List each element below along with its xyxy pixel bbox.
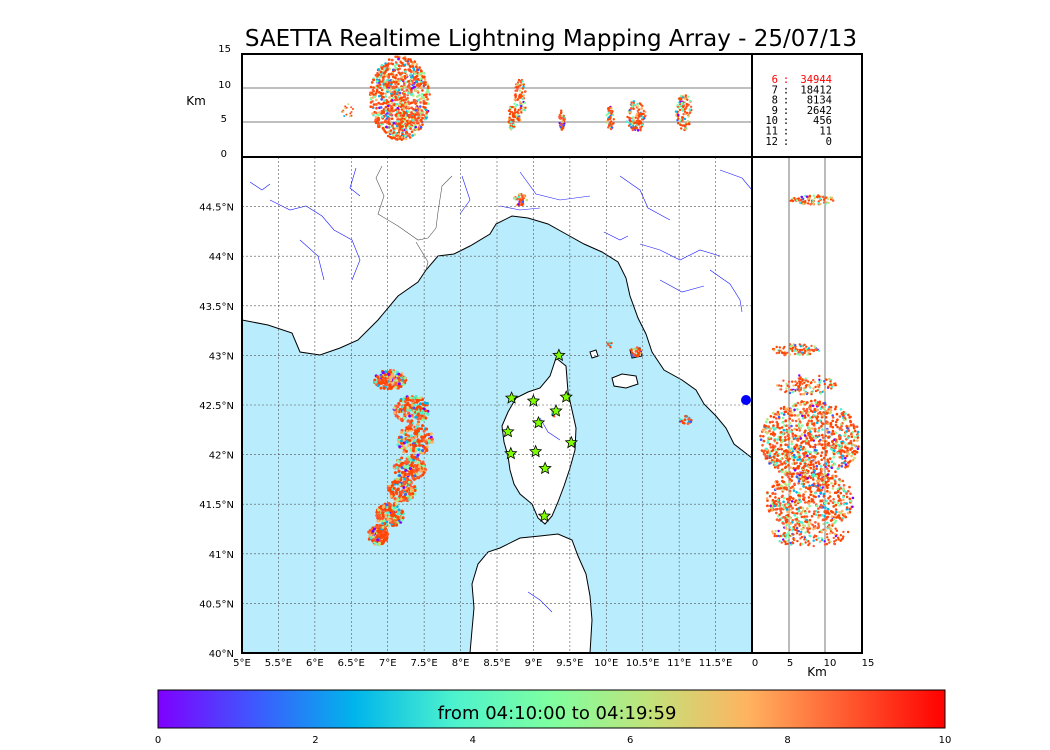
lma-station-star: [552, 348, 566, 362]
longitude-label: 11.5°E: [699, 658, 733, 669]
count-altitude: 12: [765, 136, 778, 148]
longitude-label: 10.5°E: [626, 658, 660, 669]
latitude-label: 41°N: [209, 550, 234, 561]
colorbar-tick: 0: [155, 735, 161, 746]
latitude-label: 41.5°N: [199, 500, 234, 511]
longitude-label: 6°E: [306, 658, 324, 669]
lma-station-star: [559, 390, 573, 403]
lma-station-star: [504, 446, 518, 460]
count-value: 2642: [807, 105, 832, 117]
count-altitude: 11: [765, 126, 778, 138]
side-x-tick: 10: [824, 658, 837, 669]
longitude-label: 7.5°E: [411, 658, 438, 669]
count-altitude: 10: [765, 115, 778, 127]
altitude-latitude-panel: 0 5 10 15 Km: [741, 156, 875, 679]
lma-station-star: [531, 415, 546, 429]
count-altitude: 6: [772, 74, 778, 86]
side-x-axis-label: Km: [807, 665, 827, 679]
colorbar-tick: 4: [470, 735, 476, 746]
colorbar-label: from 04:10:00 to 04:19:59: [438, 703, 677, 724]
count-value: 0: [826, 136, 832, 148]
sardinia-island: [469, 533, 593, 653]
lma-station-star: [549, 403, 563, 417]
map-graticule: [242, 157, 752, 653]
altitude-latitude-dots: [759, 194, 860, 548]
longitude-label: 9.5°E: [556, 658, 583, 669]
longitude-label: 6.5°E: [338, 658, 365, 669]
lma-station-star: [501, 424, 515, 438]
colorbar-gradient: [157, 689, 946, 729]
latitude-labels: 44.5°N 44°N 43.5°N 43°N 42.5°N 42°N 41.5°N 41°N…: [199, 203, 234, 660]
longitude-label: 7°E: [379, 658, 397, 669]
altitude-longitude-dots: [341, 55, 693, 141]
lma-station-star: [528, 444, 543, 458]
count-separator: :: [783, 74, 789, 86]
side-x-tick: 0: [752, 658, 758, 669]
altitude-longitude-panel: Km 15 10 5 0: [186, 44, 753, 160]
map-panel: 44.5°N 44°N 43.5°N 43°N 42.5°N 42°N 41.5°N 41°N…: [199, 156, 753, 669]
lma-station-star: [538, 461, 552, 475]
count-separator: :: [783, 126, 789, 138]
longitude-label: 9°E: [525, 658, 543, 669]
count-separator: :: [783, 115, 789, 127]
altitude-axis-label: Km: [186, 94, 206, 108]
count-altitude: 7: [772, 84, 778, 96]
lma-station-star: [526, 393, 541, 407]
count-separator: :: [783, 136, 789, 148]
longitude-label: 5°E: [233, 658, 251, 669]
altitude-counts-panel: 6:349447:184128:81349:264210:45611:1112:…: [751, 53, 863, 158]
longitude-labels: 5°E 5.5°E 6°E 6.5°E 7°E 7.5°E 8°E 8.5°E 9°E 9.5°E…: [233, 658, 732, 669]
altitude-tick: 0: [221, 149, 227, 160]
longitude-label: 11°E: [667, 658, 691, 669]
longitude-label: 5.5°E: [265, 658, 292, 669]
side-x-tick: 5: [787, 658, 793, 669]
longitude-label: 8°E: [452, 658, 470, 669]
count-value: 11: [819, 126, 832, 138]
altitude-tick: 15: [218, 44, 231, 55]
latitude-label: 40.5°N: [199, 599, 234, 610]
colorbar-tick: 2: [312, 735, 318, 746]
colorbar-tick: 10: [939, 735, 952, 746]
side-x-tick: 15: [862, 658, 875, 669]
count-separator: :: [783, 105, 789, 117]
colorbar-ticks: 0 2 4 6 8 10: [155, 735, 952, 746]
altitude-tick: 10: [218, 80, 231, 91]
latitude-label: 43°N: [209, 351, 234, 362]
latitude-label: 44°N: [209, 252, 234, 263]
lma-station-star: [504, 391, 519, 404]
longitude-label: 8.5°E: [483, 658, 510, 669]
latitude-label: 42.5°N: [199, 401, 234, 412]
latitude-label: 40°N: [209, 649, 234, 660]
colorbar: from 04:10:00 to 04:19:59 0 2 4 6 8 10: [155, 689, 952, 746]
count-value: 18412: [800, 84, 832, 96]
count-altitude: 8: [772, 95, 778, 107]
colorbar-tick: 8: [784, 735, 790, 746]
count-altitude: 9: [772, 105, 778, 117]
lightning-dots-map: [367, 192, 693, 547]
lma-station-star: [537, 509, 552, 522]
count-separator: :: [783, 95, 789, 107]
blue-marker: [741, 395, 751, 405]
figure-title: SAETTA Realtime Lightning Mapping Array …: [245, 26, 857, 52]
colorbar-tick: 6: [627, 735, 633, 746]
latitude-label: 43.5°N: [199, 302, 234, 313]
lma-station-star: [564, 435, 578, 449]
count-separator: :: [783, 84, 789, 96]
longitude-label: 10°E: [594, 658, 618, 669]
altitude-counts-list: 6:349447:184128:81349:264210:45611:1112:…: [765, 74, 832, 148]
lma-stations: [501, 348, 578, 522]
count-value: 456: [813, 115, 832, 127]
latitude-label: 42°N: [209, 451, 234, 462]
latitude-label: 44.5°N: [199, 203, 234, 214]
count-value: 8134: [807, 95, 832, 107]
count-value: 34944: [800, 74, 832, 86]
altitude-tick: 5: [221, 114, 227, 125]
